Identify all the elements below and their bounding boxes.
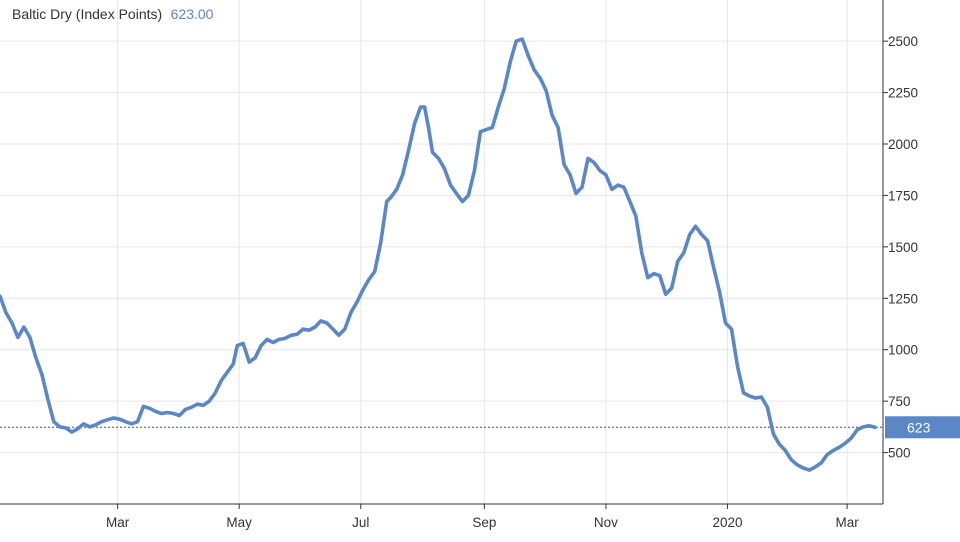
x-tick-label-6: Mar	[835, 515, 859, 530]
y-tick-label-2250: 2250	[888, 86, 918, 101]
x-tick-label-4: Nov	[594, 515, 618, 530]
last-value-badge	[885, 416, 960, 439]
y-tick-label-750: 750	[888, 394, 911, 409]
x-tick-label-1: May	[226, 515, 252, 530]
y-tick-label-500: 500	[888, 446, 911, 461]
y-tick-label-2500: 2500	[888, 34, 918, 49]
x-tick-label-5: 2020	[713, 515, 743, 530]
x-tick-label-0: Mar	[106, 515, 130, 530]
last-value-badge-text: 623	[907, 419, 931, 435]
grid-layer	[0, 0, 883, 504]
y-tick-label-2000: 2000	[888, 137, 918, 152]
axis-layer: 500 750 1000 1250 1500 1750 2000 2250 2500 Mar May…	[0, 0, 960, 530]
series-line-0	[0, 37, 877, 472]
chart-title-text: Baltic Dry (Index Points)	[12, 6, 162, 22]
y-tick-label-1250: 1250	[888, 291, 918, 306]
x-tick-label-2: Jul	[352, 515, 369, 530]
chart-title: Baltic Dry (Index Points) 623.00	[12, 6, 214, 23]
y-tick-label-1750: 1750	[888, 188, 918, 203]
x-tick-label-3: Sep	[472, 515, 496, 530]
series-layer	[0, 37, 877, 472]
chart-title-last-value: 623.00	[171, 6, 214, 22]
y-tick-label-1000: 1000	[888, 343, 918, 358]
y-tick-label-1500: 1500	[888, 240, 918, 255]
